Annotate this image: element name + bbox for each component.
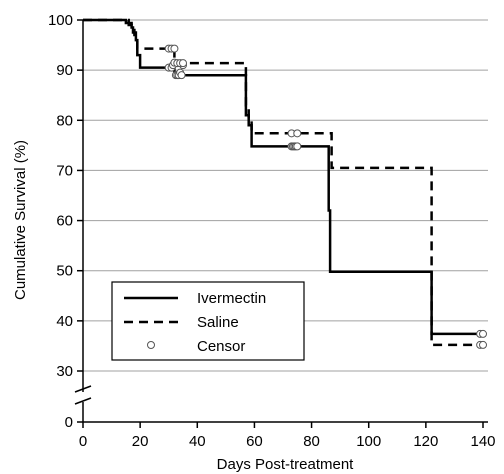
x-tick-label-60: 60 [246,433,263,450]
censor-marks [164,44,487,349]
x-tick-label-0: 0 [79,433,87,450]
censor-mark-saline-7 [293,129,302,138]
x-tick-label-20: 20 [132,433,149,450]
censor-mark-saline-9 [479,340,487,349]
legend: Ivermectin Saline Censor [111,281,305,361]
axis-break-mark [74,385,92,405]
y-tick-label-60: 60 [56,213,73,230]
y-tick-label-100: 100 [48,12,73,29]
y-tick-label-90: 90 [56,62,73,79]
series-line-saline [83,18,483,347]
x-tick-label-140: 140 [470,433,495,450]
x-tick-label-120: 120 [413,433,438,450]
y-tick-label-30: 30 [56,363,73,380]
y-tick-label-0: 0 [65,414,73,431]
censor-mark-ivermectin-16 [479,329,487,338]
series-line-ivermectin [83,18,483,336]
censor-mark-saline-2 [170,44,179,53]
x-tick-label-100: 100 [356,433,381,450]
x-tick-label-80: 80 [303,433,320,450]
x-ticks: 0 20 40 60 80 100 120 140 [79,422,496,450]
y-tick-label-70: 70 [56,162,73,179]
legend-label-ivermectin: Ivermectin [197,290,266,307]
y-tick-label-80: 80 [56,112,73,129]
censor-mark-saline-5 [179,59,187,68]
legend-label-saline: Saline [197,314,239,331]
axes [74,20,488,423]
x-axis-label: Days Post-treatment [217,456,355,473]
censor-mark-ivermectin-8 [177,71,186,80]
y-axis-label: Cumulative Survival (%) [12,140,29,300]
legend-label-censor: Censor [197,338,245,355]
series-group [83,18,483,347]
y-tick-label-50: 50 [56,263,73,280]
x-tick-label-40: 40 [189,433,206,450]
censor-mark-ivermectin-14 [293,142,302,151]
legend-swatch-censor [147,341,155,349]
y-tick-label-40: 40 [56,313,73,330]
y-ticks: 0 30 40 50 60 70 80 90 100 [48,12,83,431]
